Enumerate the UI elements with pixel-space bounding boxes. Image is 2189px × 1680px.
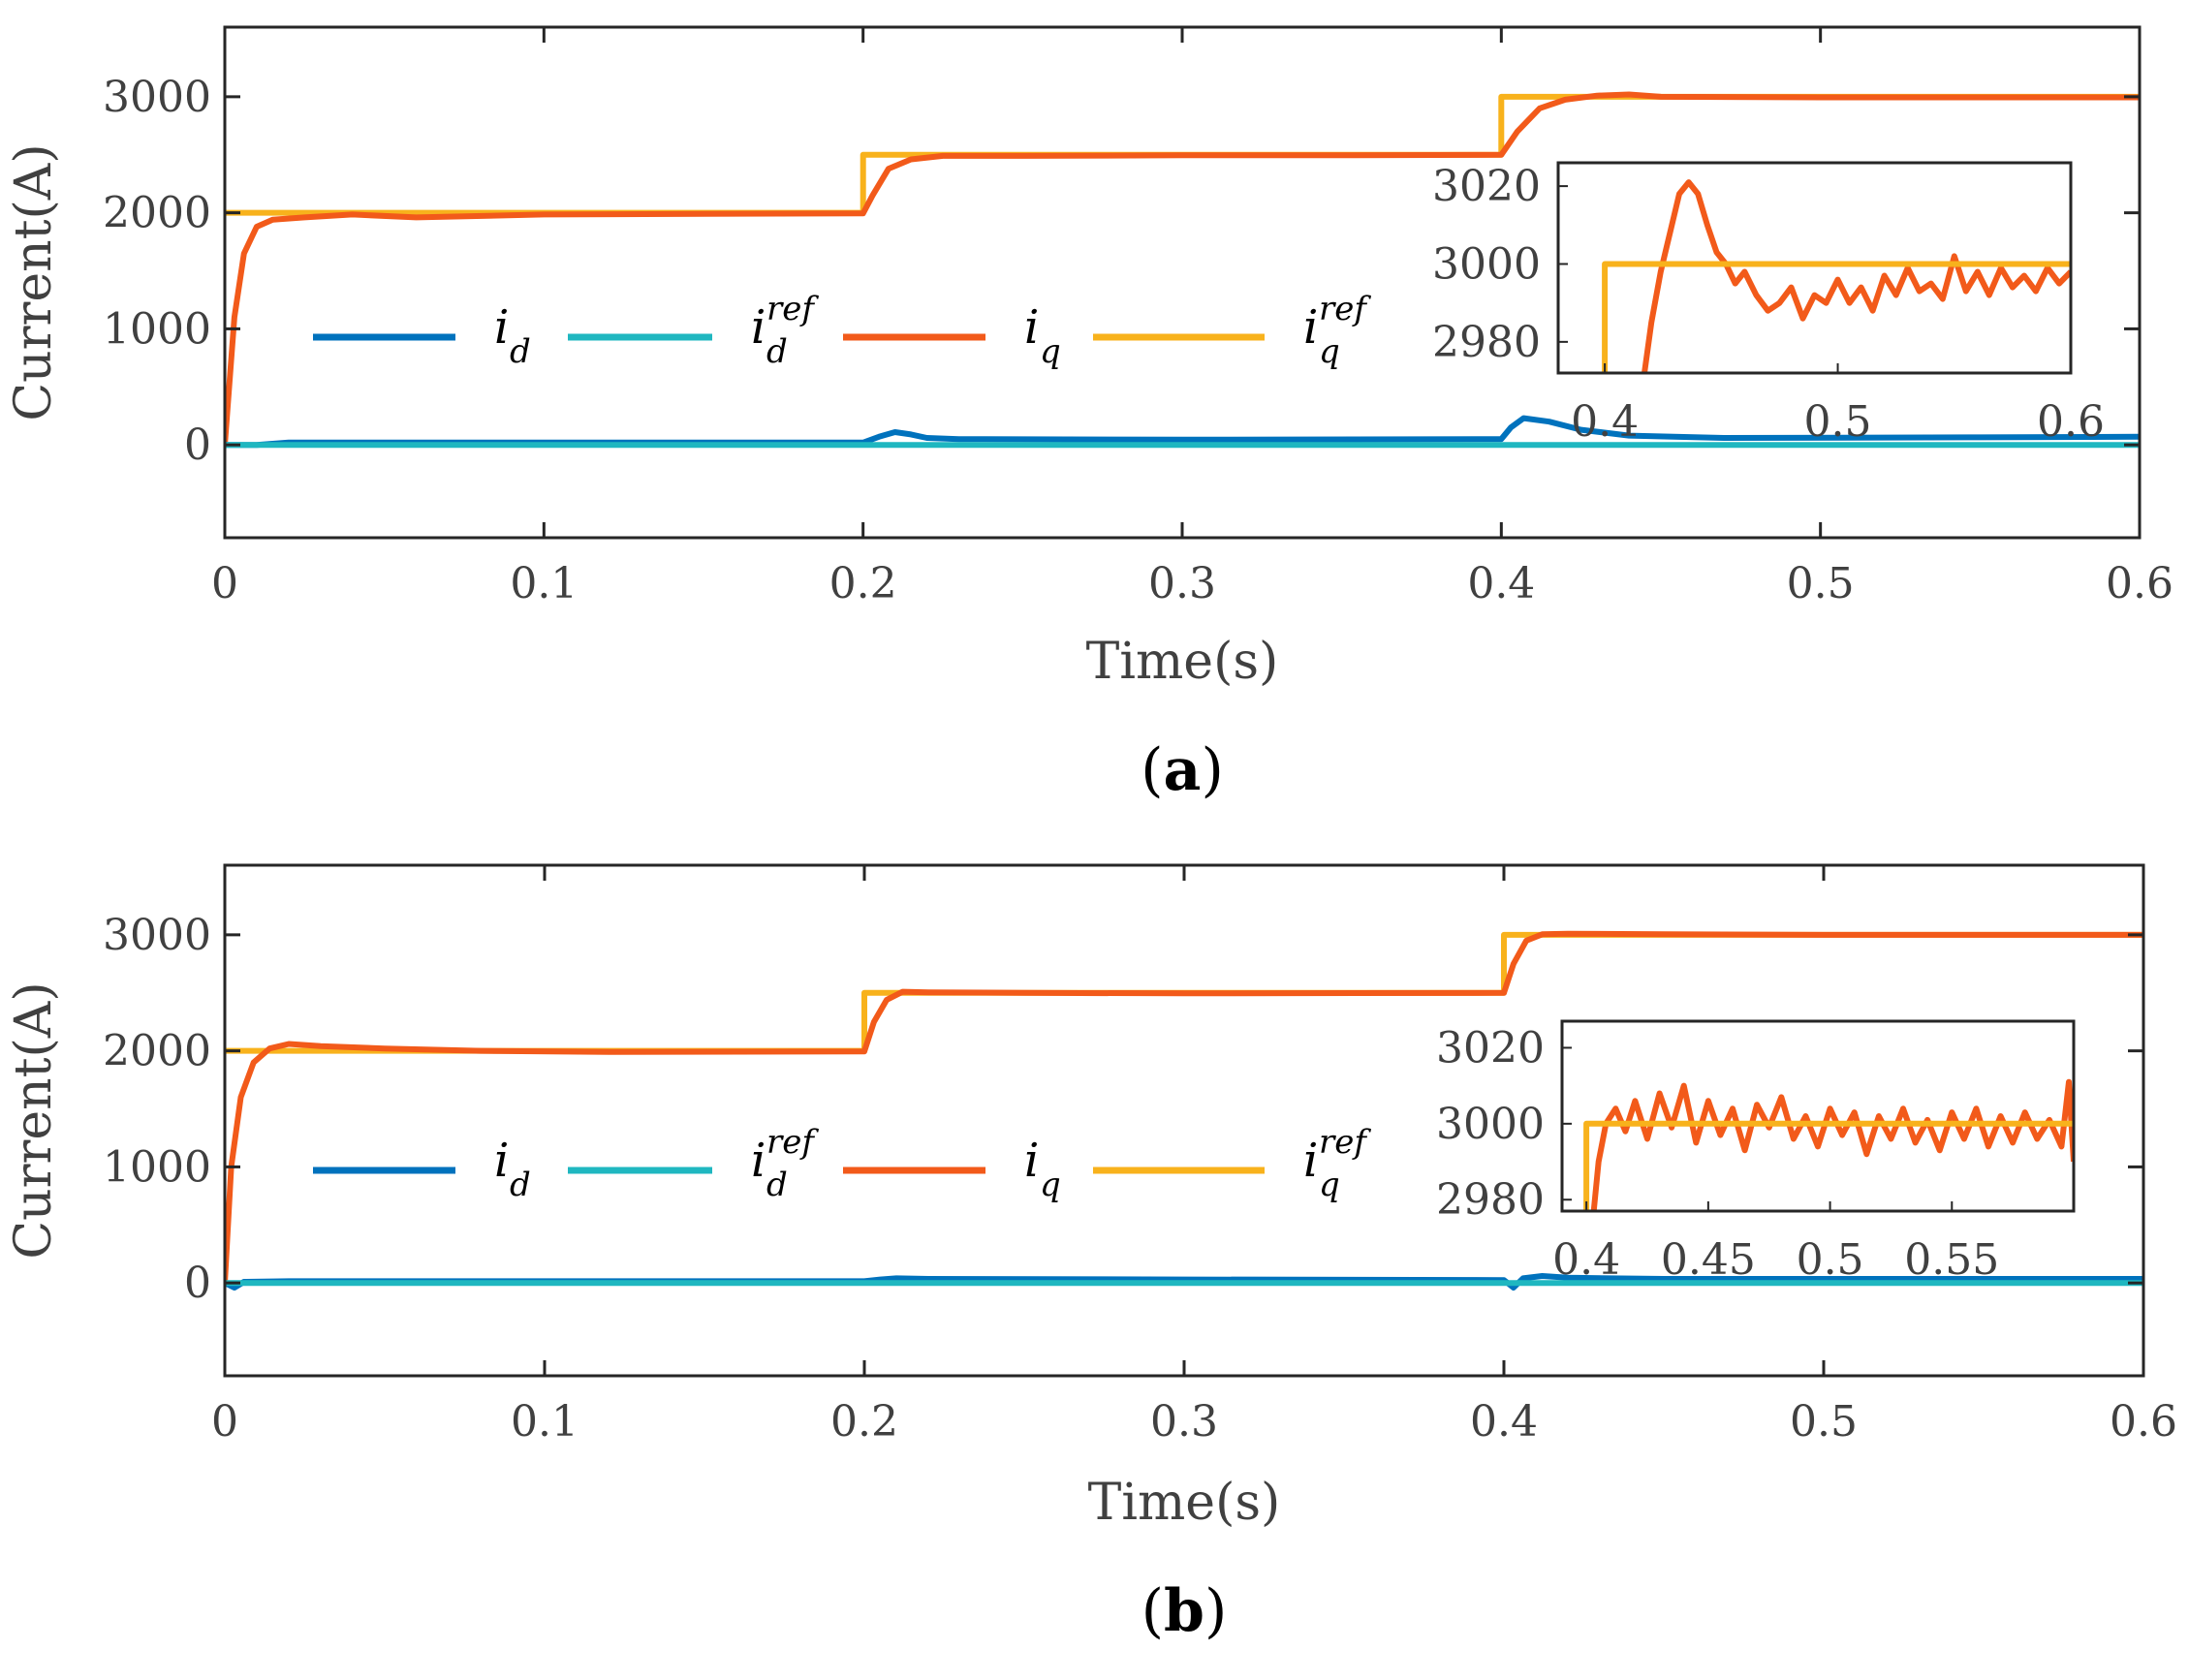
inset-series-line-iq [1590,1078,2074,1211]
inset-x-tick-label: 0.4 [1552,1235,1620,1285]
x-tick-label: 0.6 [2106,559,2173,608]
legend-entry-iq_ref: iref q [1303,1123,1371,1204]
y-tick-label: 2000 [103,1027,211,1076]
inset-y-tick-label: 3020 [1432,162,1541,211]
legend-entry-iq_ref: iref q [1303,290,1371,371]
inset-plot: 0.4 0.5 0.6 2980 3000 3020 [1432,161,2105,447]
inset-x-tick-label: 0.45 [1661,1235,1756,1285]
inset-x-tick-label: 0.6 [2037,397,2105,447]
legend-entry-iq: iq [1024,300,1061,371]
chart-panel-a: 0 0.1 0.2 0.3 0.4 0.5 0.6 0 1000 2000 3000 Time(s) C… [5,25,2173,804]
x-tick-label: 0.6 [2110,1397,2177,1447]
x-tick-label: 0.3 [1148,559,1216,608]
y-tick-label: 2000 [103,189,211,238]
y-axis-label: Current(A) [5,981,63,1259]
inset-frame [1556,161,2073,375]
panel-letter: b [1164,1577,1204,1645]
inset-y-tick-label: 3000 [1436,1100,1545,1149]
x-tick-label: 0.1 [511,1397,579,1447]
y-tick-label: 1000 [103,304,211,354]
legend-entry-id: id [494,300,531,371]
inset-x-tick-label: 0.55 [1904,1235,1999,1285]
inset-background [1558,163,2071,373]
y-tick-label: 0 [184,420,211,470]
x-tick-label: 0.3 [1150,1397,1218,1447]
legend-entry-id_ref: iref d [751,1123,819,1204]
x-axis-label: Time(s) [1086,633,1279,691]
inset-x-tick-label: 0.4 [1571,397,1639,447]
series-line-iq [225,91,2140,446]
series-group [225,91,2140,449]
legend-entry-id_ref: iref d [751,290,819,371]
legend: id iref d iq iref q [313,1123,1371,1204]
x-tick-label: 0.5 [1790,1397,1858,1447]
x-tick-label: 0.2 [829,559,897,608]
panel-letter: a [1164,736,1202,804]
x-tick-label: 0.1 [510,559,578,608]
y-axis-label: Current(A) [5,143,63,420]
series-line-iq [225,930,2143,1284]
inset-series-group [1602,179,2071,373]
x-axis-label: Time(s) [1088,1474,1281,1532]
y-tick-label: 3000 [103,73,211,122]
inset-frame [1560,1019,2076,1213]
y-tick-label: 3000 [103,911,211,960]
inset-y-tick-label: 2980 [1436,1175,1545,1225]
inset-series-line-iq [1642,179,2071,373]
x-tick-label: 0.5 [1787,559,1855,608]
legend-entry-id: id [494,1134,531,1204]
inset-plot: 0.4 0.45 0.5 0.55 2980 3000 3020 [1436,1019,2076,1285]
x-tick-label: 0.2 [830,1397,898,1447]
inset-series-group [1583,1078,2074,1211]
chart-panel-b: 0 0.1 0.2 0.3 0.4 0.5 0.6 0 1000 2000 3000 Time(s) C… [5,863,2177,1645]
inset-y-tick-label: 3000 [1432,239,1541,289]
panel-label: (b) [1141,1577,1228,1645]
inset-y-tick-label: 3020 [1436,1023,1545,1073]
inset-x-tick-label: 0.5 [1797,1235,1864,1285]
x-tick-label: 0 [211,559,238,608]
inset-background [1562,1021,2074,1211]
y-tick-label: 1000 [103,1142,211,1192]
legend-entry-iq: iq [1024,1134,1061,1204]
y-tick-label: 0 [184,1259,211,1308]
inset-y-tick-label: 2980 [1432,318,1541,367]
inset-x-tick-label: 0.5 [1804,397,1872,447]
x-tick-label: 0 [211,1397,238,1447]
panel-label: (a) [1141,736,1224,804]
x-tick-label: 0.4 [1470,1397,1538,1447]
inset-series-line-iq_ref [1583,1120,2074,1211]
legend: id iref d iq iref q [313,290,1371,371]
inset-series-line-iq_ref [1602,261,2071,373]
x-tick-label: 0.4 [1467,559,1535,608]
series-group [225,930,2143,1291]
